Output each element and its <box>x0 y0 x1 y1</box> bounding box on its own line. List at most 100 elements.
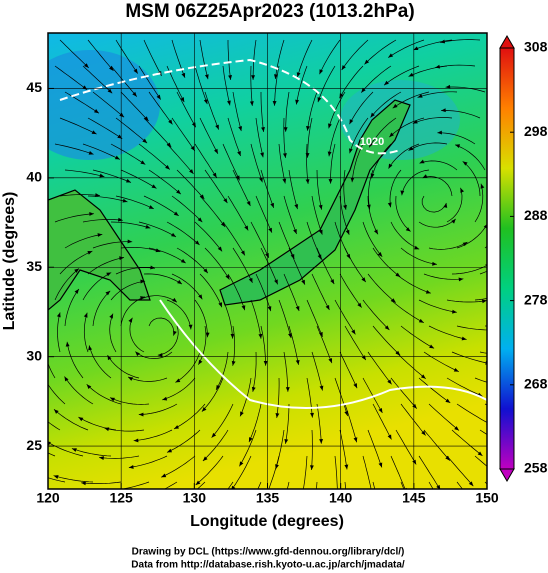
streamline-arrow <box>414 245 420 250</box>
streamline-arrow <box>441 108 446 113</box>
streamline <box>311 429 313 471</box>
streamline-arrow <box>388 53 394 58</box>
streamline <box>395 273 431 294</box>
streamline-arrow <box>109 66 114 71</box>
streamline-arrow <box>119 256 124 261</box>
streamline <box>120 296 146 327</box>
streamline <box>446 187 463 223</box>
streamline-arrow <box>27 470 32 474</box>
streamline-arrow <box>295 99 300 105</box>
streamline-arrow <box>306 125 310 131</box>
streamline-arrow <box>218 302 223 308</box>
streamline-arrow <box>319 385 324 391</box>
streamline <box>278 221 295 260</box>
x-tick-label: 140 <box>329 490 353 506</box>
streamline <box>171 39 186 78</box>
streamline <box>349 91 374 125</box>
contour-label: 1020 <box>360 136 384 148</box>
streamline-arrow <box>199 194 205 200</box>
streamline <box>227 273 246 311</box>
streamline <box>196 481 206 489</box>
streamline-arrow <box>317 97 322 103</box>
streamline <box>389 117 425 138</box>
streamline-arrow <box>294 204 299 210</box>
streamline-arrow <box>296 72 301 78</box>
streamline-arrow <box>125 178 131 183</box>
streamline <box>248 403 262 443</box>
streamline-arrow <box>240 411 244 417</box>
streamline <box>400 403 426 436</box>
streamline-arrow <box>268 227 272 233</box>
streamline <box>204 169 228 204</box>
streamline-arrow <box>251 75 256 80</box>
streamline <box>53 409 89 431</box>
streamline-arrow <box>198 294 203 300</box>
streamline-arrow <box>364 59 370 65</box>
streamline-arrow <box>65 341 70 347</box>
streamline-arrow <box>319 439 324 444</box>
streamline <box>250 299 262 339</box>
streamline-arrow <box>445 455 450 461</box>
streamline <box>440 39 481 43</box>
streamline-arrow <box>413 46 419 51</box>
streamline-arrow <box>349 119 354 125</box>
streamline <box>306 221 322 260</box>
streamline <box>283 117 286 158</box>
x-axis-label: Longitude (degrees) <box>190 513 344 530</box>
streamline-arrow <box>180 258 186 264</box>
streamline <box>316 247 335 285</box>
streamline <box>306 377 313 418</box>
streamline-arrow <box>211 432 217 438</box>
streamline <box>59 250 93 275</box>
streamline-arrow <box>140 279 146 284</box>
streamline-arrow <box>285 387 290 392</box>
streamline <box>222 299 233 339</box>
streamline-arrow <box>267 306 272 312</box>
streamline-arrow <box>260 152 264 158</box>
streamline <box>128 455 168 468</box>
streamline-arrow <box>387 379 392 385</box>
streamline-arrow <box>215 124 219 130</box>
streamline-arrow <box>412 403 417 409</box>
streamline <box>232 325 236 366</box>
streamline <box>115 267 156 275</box>
streamline-arrow <box>282 153 287 158</box>
streamline-arrow <box>188 324 193 330</box>
streamline-arrow <box>273 74 278 80</box>
streamline <box>110 280 146 301</box>
streamline <box>232 169 251 207</box>
streamline <box>479 429 487 435</box>
streamline-arrow <box>258 333 263 339</box>
streamline <box>198 325 207 365</box>
streamline-arrow <box>87 250 93 255</box>
streamline-arrow <box>110 397 115 402</box>
streamline-arrow <box>140 160 146 165</box>
streamline-arrow <box>195 480 201 486</box>
streamline <box>451 351 487 364</box>
colorbar-extend <box>499 468 515 482</box>
streamline-arrow <box>71 448 77 452</box>
streamline <box>54 268 80 301</box>
streamline <box>437 132 476 145</box>
streamline-arrow <box>244 225 249 231</box>
streamline-arrow <box>204 74 209 80</box>
streamline <box>64 169 105 178</box>
streamline <box>54 65 88 91</box>
streamline-arrow <box>274 279 278 285</box>
streamline <box>390 377 418 409</box>
streamline-arrow <box>517 415 522 419</box>
streamline-arrow <box>249 101 254 106</box>
streamline <box>343 169 347 210</box>
streamline <box>367 273 397 303</box>
streamline <box>344 247 367 283</box>
streamline-arrow <box>461 336 467 341</box>
streamline-arrow <box>319 69 324 75</box>
streamline-arrow <box>343 204 347 210</box>
streamline <box>232 91 242 132</box>
streamline <box>115 39 139 74</box>
streamline-arrow <box>202 456 208 461</box>
streamline <box>451 265 487 275</box>
streamline-arrow <box>173 211 179 216</box>
streamline-arrow <box>128 377 134 381</box>
streamline-arrow <box>417 94 423 98</box>
